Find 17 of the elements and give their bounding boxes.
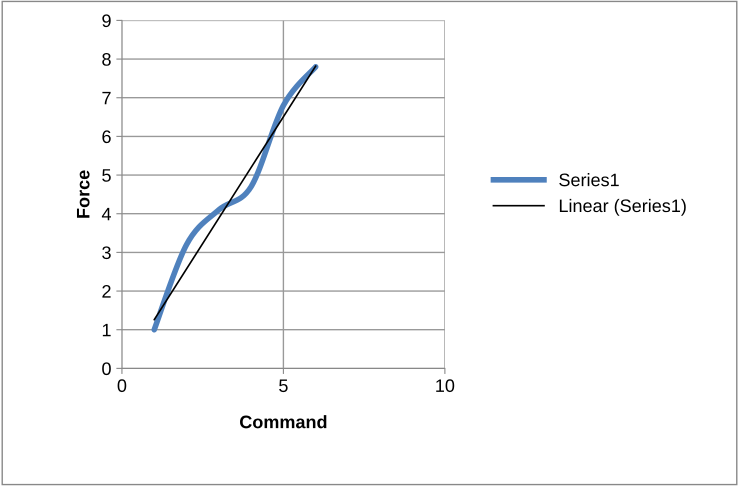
x-tick-label: 10 (436, 379, 454, 392)
y-tick-label: 1 (102, 324, 111, 336)
x-axis-title: Command (240, 415, 326, 428)
y-tick-label: 6 (102, 130, 111, 144)
y-tick-label: 3 (102, 246, 111, 260)
y-tick-label: 0 (102, 362, 111, 376)
y-tick-label: 8 (102, 53, 111, 66)
y-tick-label: 2 (102, 284, 111, 298)
y-tick-label: 5 (102, 169, 111, 182)
y-axis-title: Force (76, 170, 90, 218)
x-tick-label: 5 (279, 379, 288, 392)
y-tick-label: 4 (102, 208, 111, 220)
x-tick-label: 0 (118, 379, 126, 392)
y-tick-label: 7 (102, 92, 111, 104)
y-tick-label: 9 (102, 14, 111, 28)
legend-label: Series1 (559, 173, 619, 186)
legend-label: Linear (Series1) (560, 198, 686, 216)
